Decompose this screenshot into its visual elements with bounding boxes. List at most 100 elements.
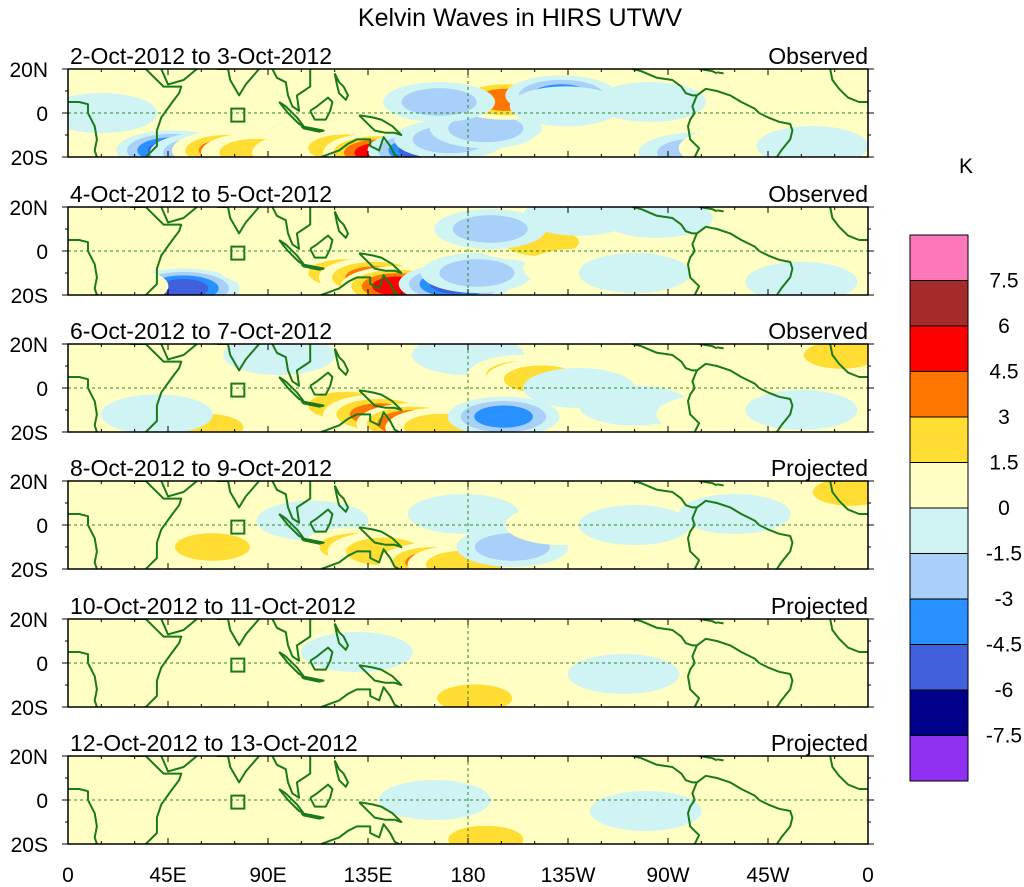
coastline <box>716 71 724 75</box>
anomaly-contour <box>756 126 868 157</box>
anomaly-contour <box>512 481 624 512</box>
colorbar-swatch <box>909 371 969 418</box>
panel-date-range: 10-Oct-2012 to 11-Oct-2012 <box>70 593 356 619</box>
anomaly-contour <box>523 207 636 236</box>
anomaly-contour <box>812 481 868 506</box>
coastline <box>696 637 794 707</box>
anomaly-field <box>68 207 868 295</box>
coastline <box>300 125 325 133</box>
anomaly-contour <box>509 86 622 127</box>
colorbar: 7.5 6 4.5 3 1.5 0 -1.5 -3 -4.5 -6 -7.5 <box>909 234 1022 782</box>
colorbar-tick-label: 1.5 <box>989 452 1018 475</box>
coastline <box>829 344 868 378</box>
panel-status: Observed <box>768 181 868 207</box>
coastline <box>271 619 312 662</box>
colorbar-swatch <box>909 735 969 782</box>
coastlines <box>68 619 868 707</box>
coastline <box>68 239 98 295</box>
coastline <box>829 207 868 241</box>
colorbar-swatch <box>909 462 969 509</box>
longitude-label: 0 <box>862 864 874 887</box>
coastline <box>320 686 400 707</box>
longitude-label: 45W <box>746 864 789 887</box>
panel-date-range: 8-Oct-2012 to 9-Oct-2012 <box>70 455 332 481</box>
colorbar-tick-label: 4.5 <box>989 361 1018 384</box>
colorbar-swatch <box>909 234 969 281</box>
anomaly-contour <box>567 654 680 694</box>
region-box <box>230 657 246 673</box>
coastline <box>716 209 724 213</box>
panel-status: Projected <box>771 455 868 481</box>
coastline <box>632 756 697 784</box>
anomaly-contour <box>112 665 224 705</box>
coastline <box>687 95 701 157</box>
coastline <box>271 756 312 799</box>
anomaly-contour <box>68 266 169 295</box>
coastline <box>160 481 198 498</box>
anomaly-contour <box>437 684 513 707</box>
latitude-label: 0 <box>36 103 48 126</box>
coastline <box>333 622 349 651</box>
coastline <box>687 233 701 295</box>
colorbar-swatch <box>909 416 969 463</box>
coastline <box>829 756 868 790</box>
colorbar-swatch <box>909 280 969 327</box>
panel-status: Projected <box>771 593 868 619</box>
latitude-label: 20N <box>9 59 48 82</box>
panel-date-range: 4-Oct-2012 to 5-Oct-2012 <box>70 181 332 207</box>
latitude-label: 20N <box>9 197 48 220</box>
coastline <box>687 370 701 432</box>
coastline <box>358 526 403 548</box>
region-box <box>230 794 246 810</box>
region-box <box>230 245 246 261</box>
coastline <box>333 759 349 788</box>
anomaly-contour <box>789 619 868 650</box>
panel-date-range: 6-Oct-2012 to 7-Oct-2012 <box>70 318 332 344</box>
anomaly-contour <box>448 114 524 143</box>
coastline <box>300 537 325 545</box>
panel-date-range: 2-Oct-2012 to 3-Oct-2012 <box>70 43 332 69</box>
anomaly-contour <box>723 758 836 798</box>
panel-5: 20N 0 20S 10-Oct-2012 to 11-Oct-2012 Project… <box>9 593 874 720</box>
longitude-label: 135E <box>343 864 392 887</box>
coastline <box>687 645 701 707</box>
coastline <box>300 263 325 271</box>
coastline <box>68 788 98 844</box>
colorbar-tick-label: -6 <box>995 679 1014 702</box>
coastline <box>632 481 697 509</box>
coastline <box>716 621 724 625</box>
anomaly-contour <box>401 88 477 116</box>
latitude-label: 20S <box>11 285 48 308</box>
coastline <box>309 96 334 121</box>
anomaly-field <box>68 75 868 157</box>
longitude-label: 90E <box>249 864 286 887</box>
longitude-label: 90W <box>646 864 689 887</box>
anomaly-contour <box>474 405 533 428</box>
colorbar-tick-label: 0 <box>998 497 1010 520</box>
anomaly-field <box>68 758 836 844</box>
coastline <box>632 207 697 235</box>
coastline <box>358 252 403 274</box>
anomaly-contour <box>452 215 528 243</box>
chart-title: Kelvin Waves in HIRS UTWV <box>358 4 682 32</box>
coastline <box>333 72 349 101</box>
coastline <box>271 344 312 387</box>
coastline <box>300 400 325 408</box>
coastline <box>358 801 403 823</box>
coastline <box>333 210 349 239</box>
colorbar-tick-label: -7.5 <box>986 725 1022 748</box>
latitude-label: 20N <box>9 746 48 769</box>
anomaly-contour <box>589 791 702 831</box>
panel-status: Projected <box>771 730 868 756</box>
coastline <box>632 619 697 647</box>
longitude-label: 45E <box>149 864 186 887</box>
coastline <box>309 646 334 671</box>
coastline <box>216 207 260 235</box>
coastline <box>358 114 403 136</box>
longitude-label: 0 <box>62 864 74 887</box>
region-box <box>230 519 246 535</box>
anomaly-contour <box>527 126 640 157</box>
colorbar-tick-label: 7.5 <box>989 270 1018 293</box>
colorbar-swatch <box>909 507 969 554</box>
